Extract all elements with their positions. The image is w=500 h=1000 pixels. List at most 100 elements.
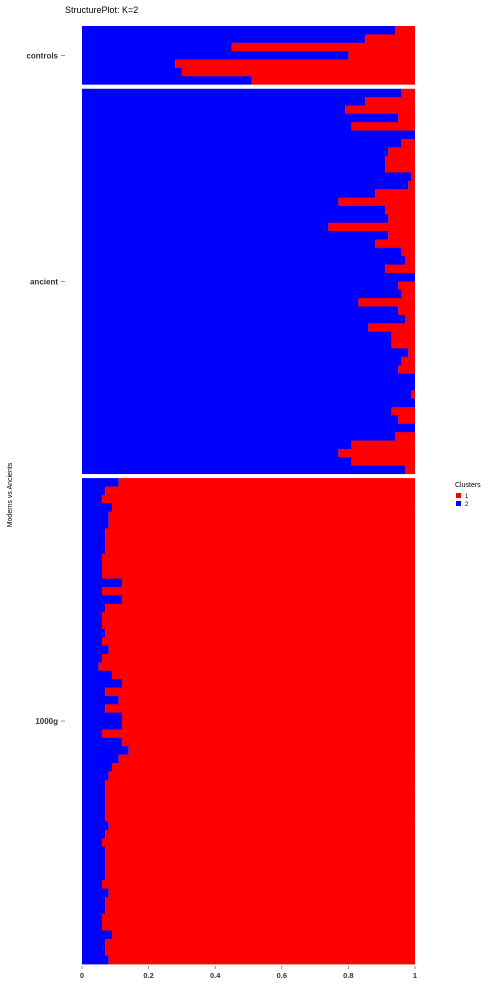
bar-cluster-1 [405,465,415,475]
bar-cluster-2 [82,888,109,898]
bar-cluster-1 [368,323,415,333]
bar-cluster-1 [121,712,416,722]
x-axis: 0 0.2 0.4 0.6 0.8 1 [80,966,417,980]
bar-cluster-2 [82,880,102,889]
bar-cluster-2 [82,846,106,856]
legend: Clusters 1 2 [455,482,481,508]
bar-cluster-2 [82,938,106,948]
bar-cluster-2 [82,432,396,441]
bar-cluster-1 [105,687,415,697]
bar-cluster-1 [101,913,415,923]
x-tick-label: 0.8 [343,971,353,980]
bar-cluster-1 [105,947,415,957]
bar-cluster-2 [82,272,415,282]
x-tick-label: 0 [80,971,84,980]
bar-cluster-1 [231,42,415,52]
bar-cluster-2 [82,247,402,257]
bar-cluster-1 [98,662,416,672]
bar-cluster-1 [391,340,415,349]
bar-cluster-2 [82,390,412,400]
bar-cluster-1 [181,67,415,77]
bar-cluster-2 [82,628,106,638]
bar-cluster-1 [395,432,415,441]
bar-cluster-2 [82,712,122,722]
bar-cluster-1 [101,729,415,739]
bar-cluster-1 [338,197,415,207]
bar-cluster-1 [385,155,415,165]
bar-cluster-2 [82,922,102,931]
bar-cluster-1 [105,871,415,881]
bar-cluster-2 [82,348,409,358]
group-label-1: ancient [30,277,58,286]
group-labels: controls ancient 1000g [26,51,65,726]
bar-cluster-2 [82,612,102,621]
bar-cluster-1 [105,813,415,822]
bar-cluster-2 [82,863,106,873]
bar-cluster-2 [82,704,106,714]
bar-cluster-2 [82,222,329,232]
bar-cluster-1 [108,771,415,781]
bar-cluster-2 [82,511,109,521]
bar-cluster-2 [82,561,102,571]
bar-cluster-1 [405,314,415,324]
bar-cluster-2 [82,42,232,52]
bar-cluster-1 [398,113,415,123]
bar-cluster-1 [105,545,415,554]
bar-cluster-2 [82,122,352,131]
bar-cluster-2 [82,67,182,77]
bar-cluster-2 [82,205,386,215]
bar-cluster-1 [401,356,415,366]
x-tick-label: 0.2 [143,971,153,980]
bar-cluster-2 [82,754,119,764]
bar-cluster-2 [82,365,399,374]
bar-cluster-2 [82,905,106,915]
bar-cluster-1 [101,561,415,571]
bar-cluster-1 [105,905,415,915]
bar-cluster-2 [82,503,112,512]
x-tick-label: 0.6 [277,971,287,980]
bar-cluster-2 [82,536,106,546]
bar-cluster-1 [385,264,415,274]
legend-swatch-2 [456,501,461,506]
bar-cluster-2 [82,298,359,307]
bar-cluster-2 [82,306,399,316]
bar-cluster-2 [82,457,352,467]
bar-cluster-2 [82,771,109,781]
y-axis-label: Moderns vs Ancients [7,462,14,527]
bar-cluster-2 [82,746,129,755]
bar-cluster-1 [385,164,415,173]
bar-cluster-1 [328,222,415,232]
bar-cluster-2 [82,545,106,554]
bar-cluster-2 [82,281,399,291]
bar-cluster-1 [365,97,415,106]
bar-cluster-1 [111,930,415,940]
legend-title: Clusters [455,482,481,489]
x-tick-label: 0.4 [210,971,221,980]
bars-layer [82,26,416,965]
bar-cluster-2 [82,796,106,806]
bar-cluster-1 [401,88,415,98]
group-label-2: 1000g [35,717,58,726]
bar-cluster-2 [82,955,109,965]
bar-cluster-2 [82,855,106,864]
bar-cluster-1 [391,331,415,341]
bar-cluster-2 [82,88,402,98]
bar-cluster-1 [398,365,415,374]
bar-cluster-1 [391,407,415,416]
bar-cluster-2 [82,737,122,747]
bar-cluster-2 [82,398,415,408]
bar-cluster-2 [82,164,386,173]
bar-cluster-1 [105,486,415,496]
bar-cluster-2 [82,423,415,433]
bar-cluster-1 [111,762,415,772]
bar-cluster-1 [375,239,415,249]
bar-cluster-2 [82,97,366,106]
bar-cluster-2 [82,478,119,487]
bar-cluster-2 [82,645,109,655]
bar-cluster-1 [111,503,415,512]
bar-cluster-2 [82,130,415,140]
bar-cluster-2 [82,595,122,605]
bar-cluster-2 [82,804,106,814]
bar-cluster-2 [82,913,102,923]
bar-cluster-1 [128,746,415,755]
